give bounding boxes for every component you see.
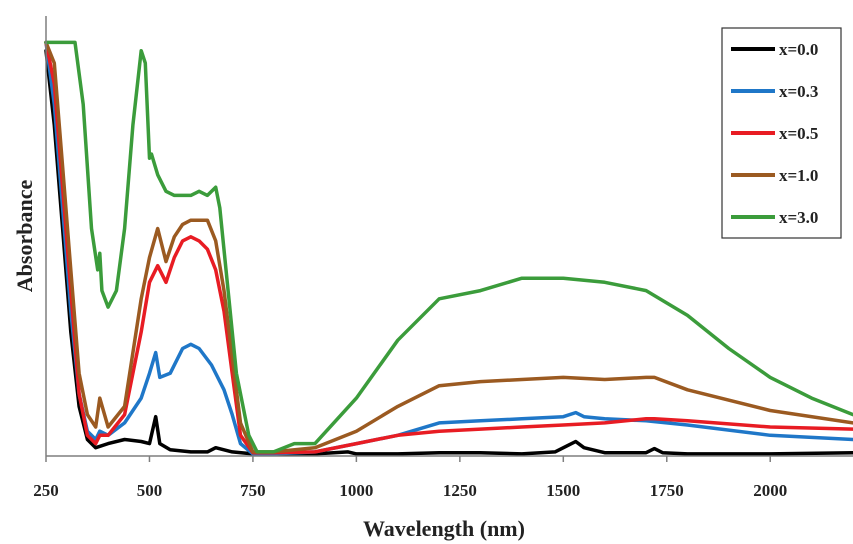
legend-label: x=0.0 bbox=[779, 40, 818, 59]
x-tick-label: 1500 bbox=[546, 481, 580, 500]
series-line-2 bbox=[44, 40, 853, 456]
legend-label: x=1.0 bbox=[779, 166, 818, 185]
legend: x=0.0 x=0.3 x=0.5 x=1.0 x=3.0 bbox=[721, 27, 842, 239]
axes bbox=[45, 16, 853, 457]
series-line-5 bbox=[44, 40, 853, 454]
x-ticks: 250 500 750 1000 1250 1500 1750 2000 bbox=[33, 456, 787, 500]
x-tick-label: 500 bbox=[137, 481, 163, 500]
legend-label: x=0.5 bbox=[779, 124, 818, 143]
legend-label: x=0.3 bbox=[779, 82, 818, 101]
x-tick-label: 250 bbox=[33, 481, 59, 500]
series-line-3 bbox=[44, 40, 853, 455]
x-tick-label: 1250 bbox=[443, 481, 477, 500]
series-line-4 bbox=[44, 40, 853, 454]
x-axis-title: Wavelength (nm) bbox=[363, 516, 525, 541]
plot-area bbox=[44, 40, 853, 456]
legend-label: x=3.0 bbox=[779, 208, 818, 227]
x-tick-label: 1750 bbox=[650, 481, 684, 500]
y-axis-title: Absorbance bbox=[12, 180, 37, 293]
x-tick-label: 750 bbox=[240, 481, 266, 500]
x-tick-label: 1000 bbox=[339, 481, 373, 500]
x-tick-label: 2000 bbox=[753, 481, 787, 500]
